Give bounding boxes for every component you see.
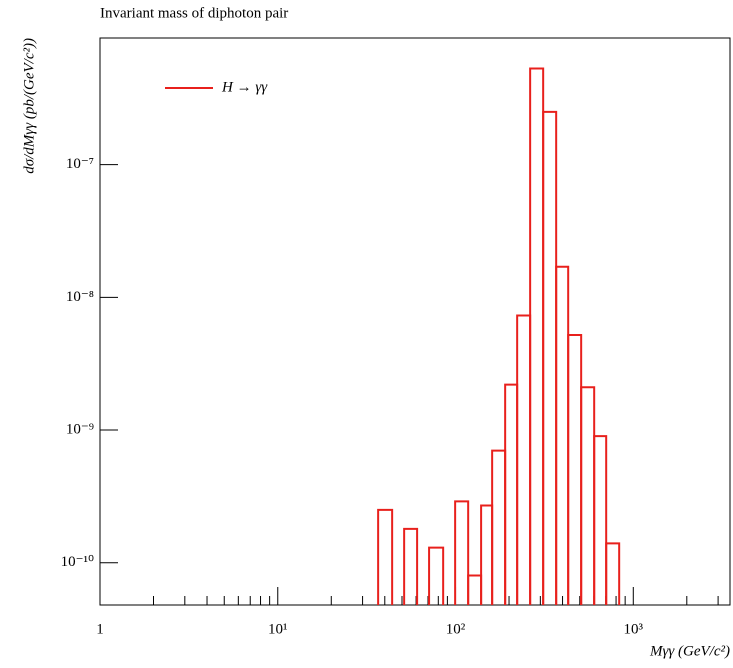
x-tick-label: 10¹	[268, 621, 288, 637]
plot-frame	[99, 37, 731, 606]
histogram-bar	[542, 110, 558, 605]
histogram-bar	[580, 386, 596, 605]
histogram-bar	[403, 527, 419, 605]
histogram-bar	[377, 508, 394, 605]
histogram-bar	[516, 314, 532, 605]
histogram-bar	[555, 265, 570, 605]
y-tick-label: 10⁻⁷	[66, 156, 94, 172]
chart-title: Invariant mass of diphoton pair	[100, 5, 288, 21]
histogram-bar	[504, 383, 519, 605]
histogram-bar	[491, 449, 507, 605]
x-tick-label: 10²	[446, 621, 466, 637]
y-axis-label: dσ/dMγγ (pb/(GeV/c²))	[21, 38, 37, 174]
histogram-bar	[428, 546, 445, 605]
y-tick-label: 10⁻⁹	[66, 421, 94, 437]
y-tick-label: 10⁻¹⁰	[61, 554, 94, 570]
x-axis-label: Mγγ (GeV/c²)	[649, 643, 730, 659]
histogram-bar	[454, 500, 470, 605]
histogram-bar	[567, 334, 583, 605]
legend-label: H → γγ	[221, 79, 268, 95]
y-tick-label: 10⁻⁸	[66, 289, 94, 305]
histogram-bar	[605, 542, 621, 605]
histogram-bar	[593, 435, 608, 605]
x-tick-label: 10³	[624, 621, 644, 637]
x-tick-label: 1	[96, 621, 104, 637]
histogram-bar	[480, 504, 494, 605]
histogram-bar	[467, 574, 483, 605]
histogram-bar	[529, 67, 545, 605]
